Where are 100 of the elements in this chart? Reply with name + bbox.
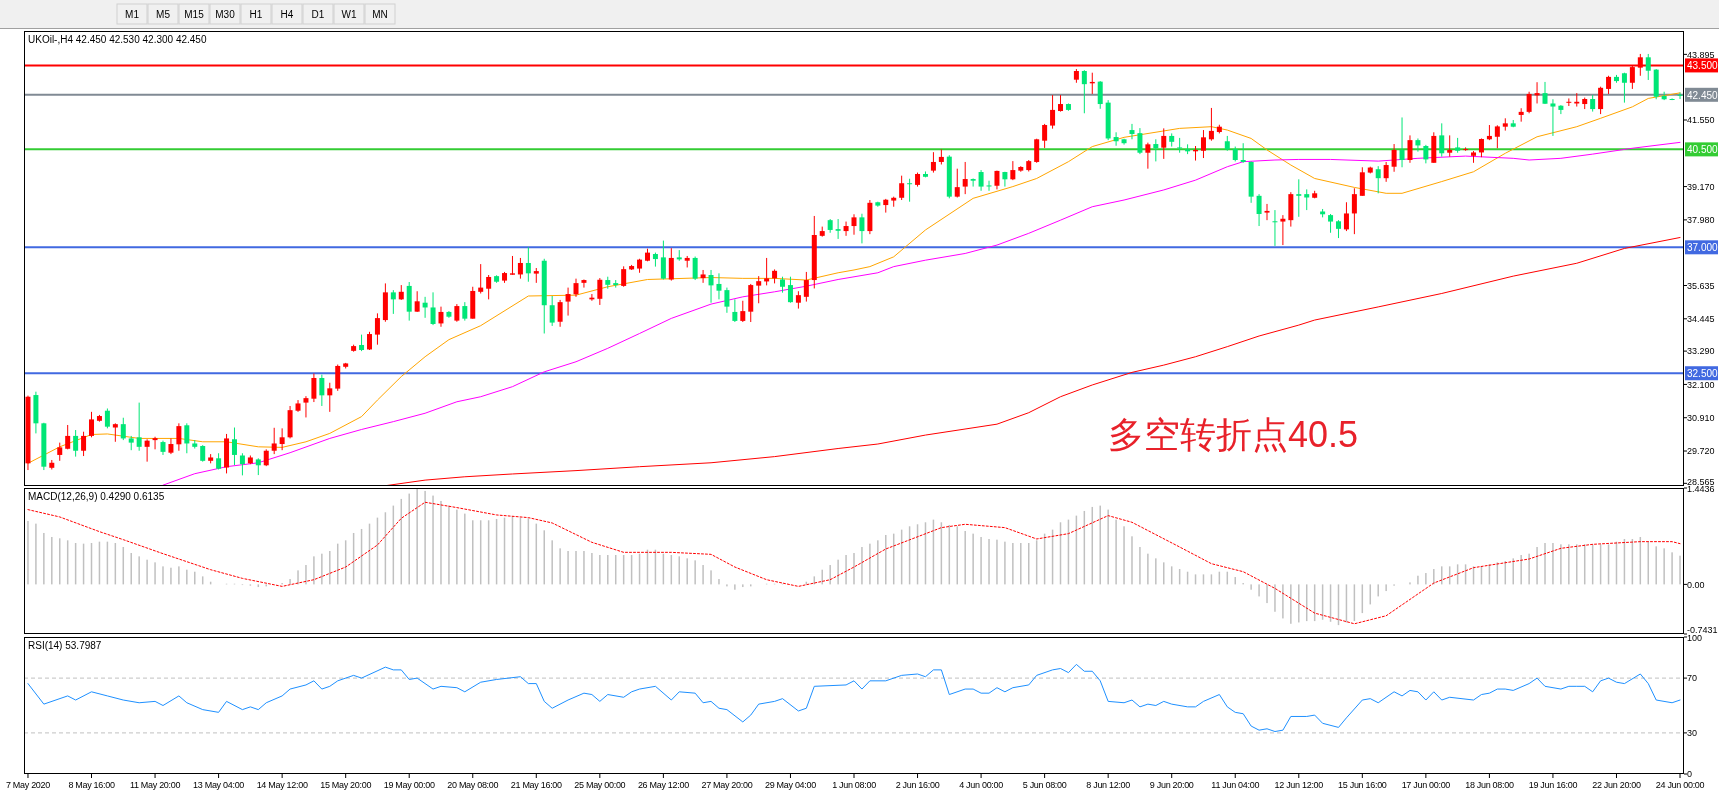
candlestick [303, 395, 309, 418]
candlestick [112, 422, 118, 443]
candlestick [1423, 144, 1429, 164]
candlestick [835, 218, 841, 240]
candlestick [724, 287, 730, 314]
x-tick-label: 11 Jun 04:00 [1211, 780, 1260, 790]
y-tick-label: 30.910 [1687, 412, 1715, 423]
candlestick [597, 277, 603, 306]
candlestick [1343, 201, 1349, 232]
candlestick [311, 373, 317, 403]
candlestick [803, 271, 809, 303]
y-tick-label: 70 [1687, 673, 1698, 684]
candlestick [1240, 142, 1246, 164]
candlestick [764, 257, 770, 286]
candlestick [478, 263, 484, 294]
candlestick [1375, 165, 1381, 194]
candlestick [708, 269, 714, 304]
y-tick-label: 100 [1687, 633, 1703, 643]
candlestick [271, 427, 277, 455]
x-tick-label: 8 May 16:00 [68, 780, 115, 790]
chart-title: MACD(12,26,9) 0.4290 0.6135 [28, 491, 165, 502]
text: H1 [249, 9, 263, 20]
x-tick-label: 15 May 20:00 [320, 780, 372, 790]
candlestick [581, 278, 587, 289]
x-tick-label: 2 Jun 16:00 [895, 780, 940, 790]
x-tick-label: 12 Jun 12:00 [1274, 780, 1324, 790]
candlestick [1272, 209, 1278, 247]
candlestick [438, 306, 444, 328]
candlestick [89, 411, 95, 438]
candlestick [462, 301, 468, 322]
text: M15 [184, 9, 205, 20]
candlestick [1677, 92, 1683, 100]
candlestick [700, 269, 706, 284]
candlestick [486, 274, 492, 300]
candlestick [374, 312, 380, 346]
candlestick [843, 221, 849, 237]
candlestick [954, 168, 960, 198]
x-tick-label: 7 May 2020 [5, 780, 51, 790]
candlestick [962, 161, 968, 195]
y-tick-label: 37.980 [1687, 215, 1715, 226]
ref-line-label: 42.450 [1687, 89, 1719, 101]
text: MN [372, 9, 388, 20]
candlestick [1383, 161, 1389, 183]
candlestick [859, 213, 865, 244]
candlestick [1351, 187, 1357, 235]
candlestick [104, 407, 110, 429]
candlestick [1558, 104, 1564, 115]
candlestick [1200, 129, 1206, 159]
candlestick [970, 177, 976, 188]
candlestick [1145, 142, 1151, 170]
y-tick-label: 41.550 [1687, 115, 1715, 126]
candlestick [907, 178, 913, 203]
candlestick [716, 272, 722, 300]
y-tick-label: 33.290 [1687, 346, 1715, 357]
candlestick [1463, 146, 1469, 152]
ref-line-label: 40.500 [1687, 144, 1719, 156]
x-tick-label: 17 Jun 00:00 [1401, 780, 1451, 790]
y-tick-label: 30 [1687, 728, 1698, 739]
candlestick [986, 180, 992, 192]
x-tick-label: 8 Jun 12:00 [1086, 780, 1131, 790]
candlestick [899, 175, 905, 201]
candlestick [573, 278, 579, 298]
candlestick [367, 331, 372, 351]
x-tick-label: 15 Jun 16:00 [1338, 780, 1387, 790]
candlestick [1645, 53, 1651, 81]
candlestick [144, 438, 150, 463]
candlestick [390, 289, 396, 315]
candlestick [1208, 107, 1214, 142]
text: M5 [156, 9, 171, 20]
candlestick [732, 298, 738, 323]
candlestick [1129, 123, 1135, 140]
x-tick-label: 9 Jun 20:00 [1149, 780, 1194, 790]
candlestick [1399, 116, 1405, 168]
candlestick [239, 452, 245, 476]
text: H4 [280, 9, 294, 20]
candlestick [978, 169, 984, 192]
candlestick [668, 247, 674, 282]
candlestick [430, 291, 436, 326]
candlestick [1153, 138, 1159, 162]
x-tick-label: 24 Jun 00:00 [1655, 780, 1705, 790]
candlestick [1280, 214, 1286, 246]
x-tick-label: 27 May 20:00 [701, 780, 753, 790]
candlestick [1447, 134, 1453, 158]
candlestick [1161, 127, 1167, 160]
candlestick [1606, 75, 1612, 95]
line-series [162, 141, 1681, 486]
candlestick [1494, 124, 1500, 149]
candlestick [1002, 171, 1008, 188]
ref-line-label: 43.500 [1687, 60, 1719, 72]
candlestick [81, 431, 87, 457]
x-tick-label: 29 May 04:00 [764, 780, 817, 790]
candlestick [1177, 137, 1183, 154]
y-tick-label: 0 [1687, 769, 1693, 779]
candlestick [136, 402, 142, 452]
candlestick [1050, 94, 1056, 130]
x-tick-label: 14 May 12:00 [256, 780, 308, 790]
candlestick [1256, 193, 1262, 227]
candlestick [557, 299, 563, 328]
candlestick [1042, 123, 1048, 149]
candlestick [787, 276, 793, 304]
